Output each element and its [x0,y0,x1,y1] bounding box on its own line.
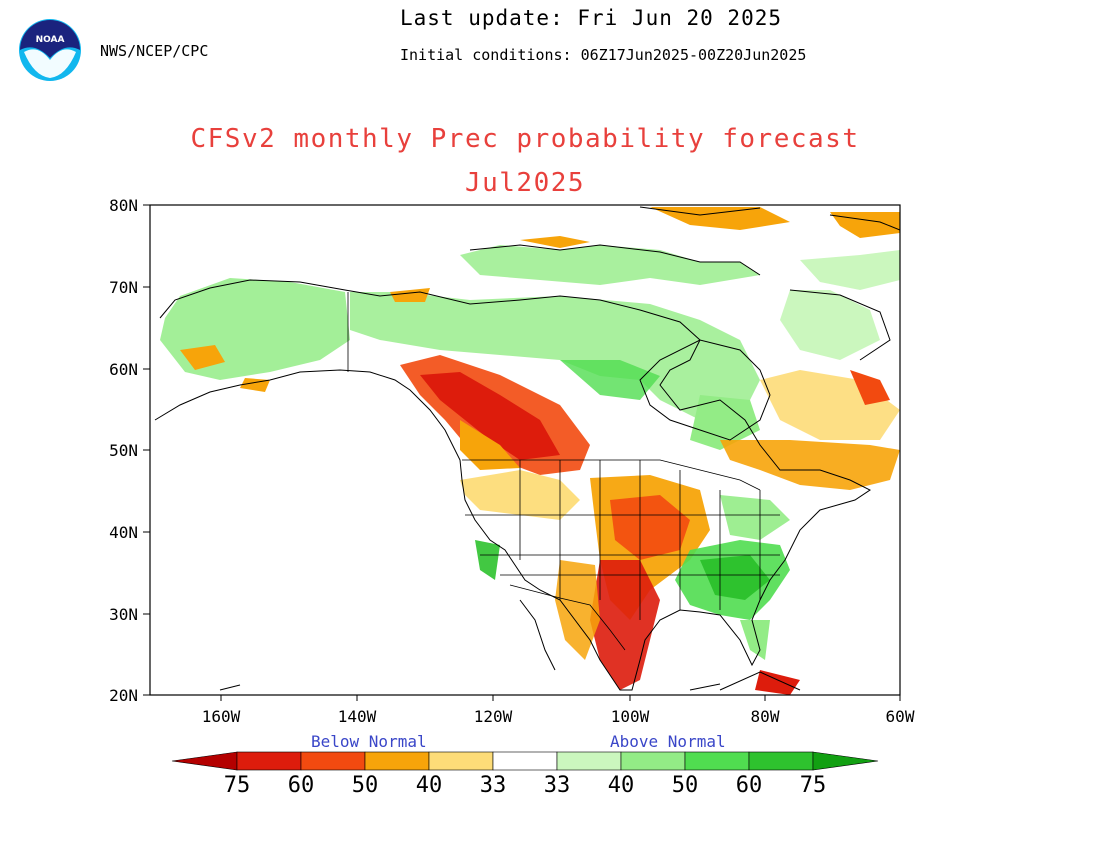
lon-label-140w: 140W [338,707,377,726]
arctic-islands-region [460,245,760,285]
svg-text:NOAA: NOAA [36,35,65,45]
colorbar: Below Normal Above Normal 75 60 50 40 33 33 40… [171,732,879,798]
lon-label-160w: 160W [202,707,241,726]
colorbar-label-0: 75 [224,773,251,798]
lon-label-120w: 120W [474,707,513,726]
colorbar-label-7: 50 [672,773,699,798]
colorbar-swatch-7 [620,751,686,771]
colorbar-label-6: 40 [608,773,635,798]
agency-label: NWS/NCEP/CPC [100,42,209,60]
colorbar-swatch-0 [171,751,238,771]
lat-label-80n: 80N [109,196,138,215]
lat-label-70n: 70N [109,278,138,297]
lat-label-30n: 30N [109,605,138,624]
last-update-text: Last update: Fri Jun 20 2025 [400,6,783,30]
noaa-logo: NOAA [19,19,81,81]
colorbar-label-5: 33 [544,773,571,798]
initial-conditions-text: Initial conditions: 06Z17Jun2025-00Z20Ju… [400,46,807,64]
lon-label-60w: 60W [886,707,915,726]
north-canada-above-region [350,292,760,420]
borders [347,292,780,651]
colorbar-swatch-1 [236,751,302,771]
lat-label-50n: 50N [109,441,138,460]
us-mexico-border [509,584,626,651]
lat-label-40n: 40N [109,523,138,542]
coastlines [154,206,900,691]
above-normal-label: Above Normal [610,732,726,751]
colorbar-swatch-4 [428,751,494,771]
colorbar-labels: 75 60 50 40 33 33 40 50 60 75 [224,773,827,798]
lat-label-60n: 60N [109,360,138,379]
lat-label-20n: 20N [109,686,138,705]
colorbar-swatch-2 [300,751,366,771]
colorbar-label-4: 33 [480,773,507,798]
lon-label-80w: 80W [751,707,780,726]
colorbar-swatch-10 [812,751,879,771]
colorbar-label-1: 60 [288,773,315,798]
colorbar-label-8: 60 [736,773,763,798]
map-title: CFSv2 monthly Prec probability forecast [190,124,860,154]
colorbar-swatches [171,751,879,771]
latitude-axis: 80N 70N 60N 50N 40N 30N 20N [109,196,150,705]
below-normal-label: Below Normal [311,732,427,751]
colorbar-swatch-5 [492,751,558,771]
hudson-bay-coastline [639,339,771,441]
colorbar-label-2: 50 [352,773,379,798]
probability-shading [160,207,900,695]
colorbar-swatch-9 [748,751,814,771]
us-canada-border [462,459,761,491]
colorbar-label-3: 40 [416,773,443,798]
longitude-axis: 160W 140W 120W 100W 80W 60W [202,695,915,726]
north-america-coastline [154,279,871,691]
colorbar-swatch-3 [364,751,430,771]
lon-label-100w: 100W [611,707,650,726]
colorbar-swatch-8 [684,751,750,771]
map-subtitle: Jul2025 [464,168,586,198]
colorbar-swatch-6 [556,751,622,771]
colorbar-label-9: 75 [800,773,827,798]
